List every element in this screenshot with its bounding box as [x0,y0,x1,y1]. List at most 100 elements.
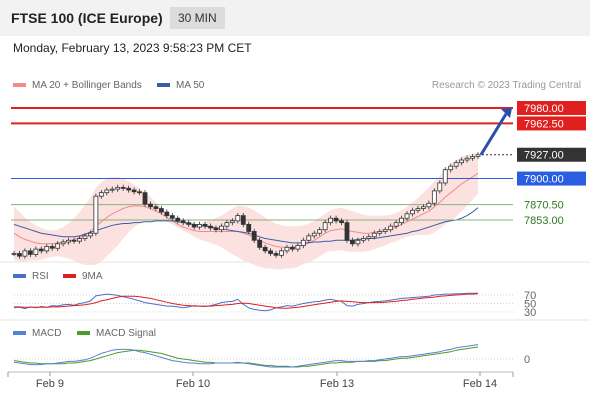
candle-body [33,248,39,255]
candle-body [186,222,192,225]
candle-body [470,156,475,159]
candle-body [426,202,432,208]
candle-body [339,220,344,224]
candle-body [115,186,121,190]
candle-body [71,239,77,242]
candle-body [137,191,142,194]
candle-body [268,250,273,254]
candle-body [224,222,230,227]
credit-text: Research © 2023 Trading Central [431,80,581,91]
timeframe-badge[interactable]: 30 MIN [170,7,225,29]
candle-body [344,222,350,241]
candle-body [240,215,246,225]
rsi-level-label-30: 30 [524,307,536,319]
level-label-7962.50: 7962.50 [524,118,564,130]
rsi-level-label-70: 70 [524,290,536,302]
candle-body [120,186,126,189]
candle-body [284,246,290,252]
candle-body [388,225,394,231]
candle-body [399,217,404,224]
macd-signal-line [13,346,479,368]
candle-body [22,250,28,257]
candle-body [377,231,383,234]
candle-body [197,224,203,228]
candle-body [262,246,268,252]
candle-body [229,220,235,224]
ma20-swatch [13,83,26,88]
candle-body [235,215,241,222]
candle-body [164,211,170,216]
legend-macd-signal: MACD Signal [77,328,156,339]
candle-body [142,192,148,205]
candle-body [448,165,454,171]
candle-body [328,217,334,224]
ma50-swatch [157,83,170,88]
legend-ma20-bollinger: MA 20 + Bollinger Bands [13,80,142,91]
level-tag-7962.50 [517,116,586,131]
rsi-swatch [13,274,26,279]
legend-9ma: 9MA [63,271,103,282]
candle-body [475,154,481,157]
projection-arrow-head [501,108,512,118]
candle-body [404,213,410,219]
candle-body [289,246,295,250]
candle-body [273,253,279,256]
candle-body [453,162,459,167]
candle-body [82,235,88,239]
macd-line [13,344,479,368]
candlestick-group [11,152,481,259]
candle-body [66,239,71,243]
candle-body [322,222,328,231]
rsi-line [13,292,478,312]
legend-rsi: RSI [13,271,49,282]
candle-body [213,227,219,231]
candle-body [104,189,110,194]
candle-body [421,206,426,209]
level-label-7980.00: 7980.00 [524,103,564,115]
candle-body [311,232,317,237]
candle-body [360,238,366,241]
candle-body [279,250,284,256]
candle-body [93,195,99,234]
candle-body [77,238,82,242]
time-label-Feb-10: Feb 10 [176,378,210,390]
legend-ma50: MA 50 [157,80,204,91]
candle-body [393,222,399,227]
candle-body [306,235,312,241]
candle-body [431,190,437,204]
candle-body [257,239,263,248]
candle-body [410,209,415,215]
candle-body [295,245,301,250]
candle-body [208,225,213,229]
time-label-Feb-13: Feb 13 [320,378,354,390]
candle-body [169,215,175,219]
candle-body [459,159,465,164]
candle-body [55,243,61,249]
candle-body [333,217,339,222]
rsi-level-label-50: 50 [524,299,536,311]
candle-body [148,203,153,208]
level-label-7900.00: 7900.00 [524,174,564,186]
candle-body [366,236,372,239]
candle-body [153,206,159,209]
candle-body [131,189,137,193]
candle-body [202,224,208,227]
candle-body [17,253,22,257]
candle-body [126,187,132,191]
candle-body [88,232,93,237]
macd-level-label-0: 0 [524,354,530,366]
candle-body [158,208,164,213]
level-tag-7980.00 [517,101,586,115]
candle-body [175,217,181,222]
9ma-swatch [63,274,76,279]
level-label-7927.00: 7927.00 [524,150,564,162]
time-label-Feb-14: Feb 14 [463,378,497,390]
bollinger-band-area [14,153,478,270]
candle-body [38,248,44,252]
chart-header: FTSE 100 (ICE Europe) 30 MIN [0,0,590,36]
instrument-title: FTSE 100 (ICE Europe) [11,10,163,26]
candle-body [251,231,257,241]
candle-body [437,182,443,192]
level-tag-7900.00 [517,171,586,186]
